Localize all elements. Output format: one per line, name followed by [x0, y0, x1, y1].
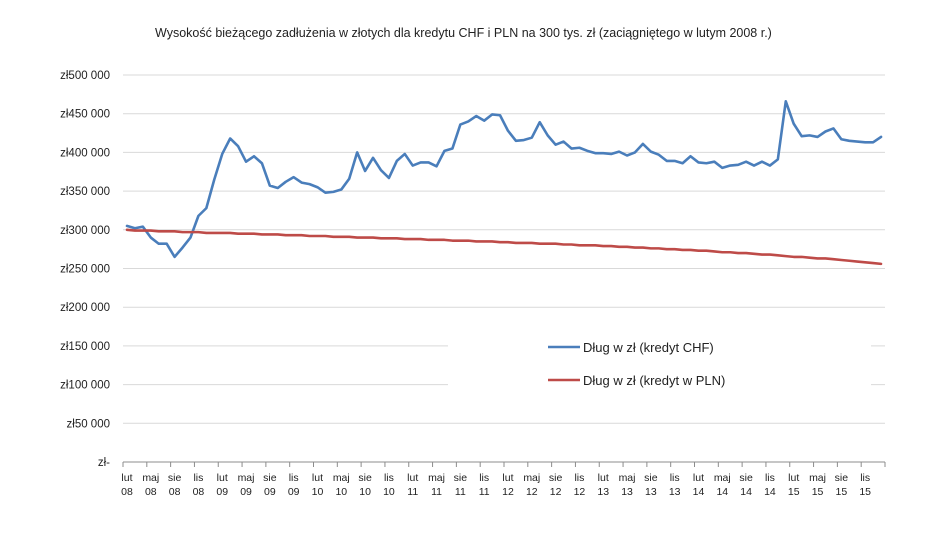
gridlines	[123, 74, 885, 424]
y-tick-label: zł150 000	[60, 341, 110, 353]
legend-label: Dług w zł (kredyt CHF)	[583, 340, 714, 355]
y-tick-label: zł-	[98, 457, 110, 469]
x-tick-label: lut	[407, 472, 418, 484]
x-tick-label-year: 11	[479, 486, 490, 498]
y-tick-label: zł100 000	[60, 380, 110, 392]
x-tick-label-year: 13	[597, 486, 609, 498]
x-tick-label-year: 10	[359, 486, 371, 498]
x-tick-label: lis	[765, 472, 775, 484]
x-tick-label-year: 14	[764, 486, 776, 498]
x-tick-label-year: 10	[312, 486, 324, 498]
y-tick-label: zł200 000	[60, 302, 110, 314]
x-tick-label: lut	[788, 472, 799, 484]
x-tick-label-year: 15	[836, 486, 848, 498]
axes	[122, 461, 886, 467]
y-tick-label: zł50 000	[67, 418, 110, 430]
x-tick-label-year: 15	[859, 486, 871, 498]
legend-box	[448, 330, 871, 390]
x-tick-label: sie	[644, 472, 658, 484]
x-tick-label-year: 08	[169, 486, 181, 498]
x-tick-label-year: 15	[812, 486, 824, 498]
x-tick-label: sie	[168, 472, 182, 484]
x-tick-label: lis	[384, 472, 394, 484]
x-tick-label: lut	[312, 472, 323, 484]
legend: Dług w zł (kredyt CHF) Dług w zł (kredyt …	[448, 330, 871, 390]
x-tick-label: lis	[670, 472, 680, 484]
x-tick-label-year: 13	[621, 486, 633, 498]
y-tick-label: zł450 000	[60, 109, 110, 121]
x-tick-label-year: 10	[335, 486, 347, 498]
x-tick-label: maj	[333, 472, 350, 484]
x-tick-label-year: 11	[407, 486, 418, 498]
y-tick-label: zł500 000	[60, 70, 110, 82]
series-line-1	[125, 100, 883, 259]
chart-title: Wysokość bieżącego zadłużenia w złotych …	[155, 26, 772, 40]
x-axis-tick-labels: lut 08 maj 08 sie 08 lis 08 lut 09 maj 09 sie 09 lis 09…	[121, 472, 871, 498]
y-axis-tick-labels: zł-zł50 000 zł100 000 zł150 000 zł200 000 zł…	[60, 70, 110, 469]
x-tick-label: lis	[574, 472, 584, 484]
x-tick-label-year: 08	[145, 486, 157, 498]
x-tick-label: lis	[289, 472, 299, 484]
x-tick-label-year: 14	[693, 486, 705, 498]
x-tick-label: lis	[479, 472, 489, 484]
x-tick-label: maj	[809, 472, 826, 484]
x-tick-label-year: 14	[716, 486, 728, 498]
x-tick-label-year: 08	[121, 486, 133, 498]
y-tick-label: zł350 000	[60, 186, 110, 198]
x-tick-label: maj	[428, 472, 445, 484]
x-tick-label-year: 09	[288, 486, 300, 498]
x-tick-label-year: 09	[216, 486, 228, 498]
x-tick-label: lis	[193, 472, 203, 484]
x-tick-label-year: 10	[383, 486, 395, 498]
x-tick-label: sie	[454, 472, 468, 484]
x-tick-label: maj	[523, 472, 540, 484]
x-tick-label: maj	[238, 472, 255, 484]
x-tick-label: sie	[739, 472, 753, 484]
x-tick-label-year: 15	[788, 486, 800, 498]
x-tick-label-year: 09	[240, 486, 252, 498]
x-tick-label: lut	[693, 472, 704, 484]
x-tick-label-year: 12	[550, 486, 562, 498]
x-tick-label: maj	[619, 472, 636, 484]
series-line-2	[125, 228, 883, 266]
x-tick-label: maj	[714, 472, 731, 484]
x-tick-label: maj	[142, 472, 159, 484]
x-tick-label: sie	[358, 472, 372, 484]
x-tick-label: lut	[121, 472, 132, 484]
x-tick-label-year: 13	[669, 486, 681, 498]
y-tick-label: zł400 000	[60, 147, 110, 159]
series-lines	[125, 100, 883, 266]
x-tick-label: sie	[835, 472, 849, 484]
y-tick-label: zł300 000	[60, 225, 110, 237]
x-tick-label-year: 13	[645, 486, 657, 498]
x-tick-label: sie	[263, 472, 277, 484]
x-tick-label-year: 14	[740, 486, 752, 498]
x-tick-label: lis	[860, 472, 870, 484]
x-tick-label: lut	[217, 472, 228, 484]
x-tick-label-year: 11	[431, 486, 442, 498]
x-tick-label: lut	[502, 472, 513, 484]
y-tick-label: zł250 000	[60, 264, 110, 276]
x-tick-label-year: 12	[526, 486, 538, 498]
x-tick-label-year: 11	[455, 486, 466, 498]
x-tick-label-year: 12	[574, 486, 586, 498]
x-tick-label-year: 08	[193, 486, 205, 498]
x-tick-label: sie	[549, 472, 563, 484]
x-tick-label: lut	[598, 472, 609, 484]
legend-label: Dług w zł (kredyt w PLN)	[583, 373, 725, 388]
x-tick-label-year: 09	[264, 486, 276, 498]
x-tick-label-year: 12	[502, 486, 514, 498]
